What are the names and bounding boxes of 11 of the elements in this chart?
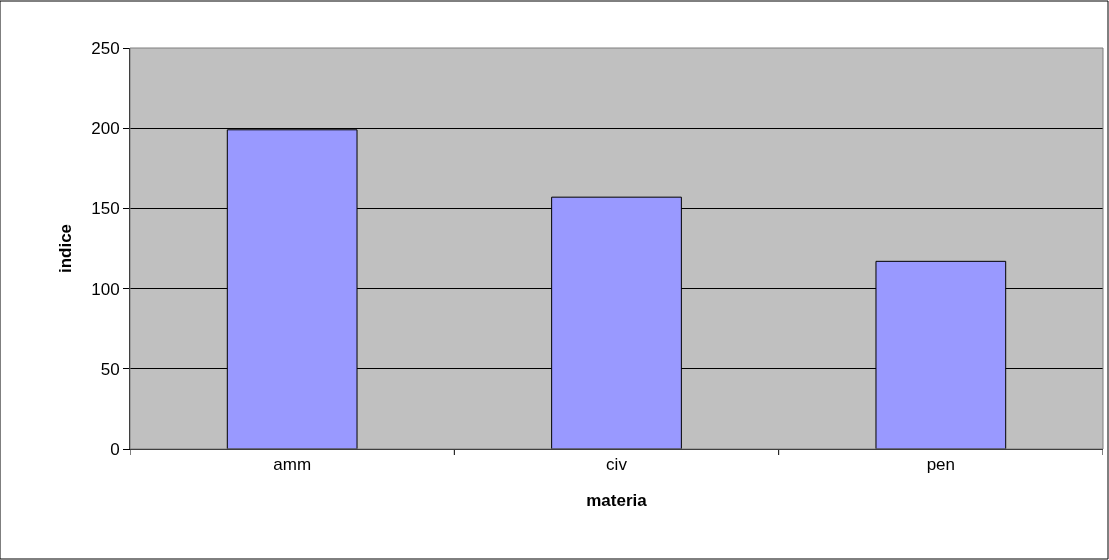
x-tick-label: civ	[606, 455, 628, 475]
y-tick-label: 0	[110, 439, 120, 459]
y-axis-title: indice	[55, 223, 75, 274]
y-tick-label: 50	[100, 359, 120, 379]
y-tick-label: 250	[91, 38, 120, 58]
y-tick-label: 200	[91, 119, 120, 139]
y-tick-label: 150	[91, 199, 120, 219]
x-axis-title: materia	[586, 490, 648, 510]
x-tick-label: pen	[926, 455, 956, 475]
x-tick-label: amm	[273, 455, 312, 475]
y-tick-label: 100	[91, 279, 120, 299]
